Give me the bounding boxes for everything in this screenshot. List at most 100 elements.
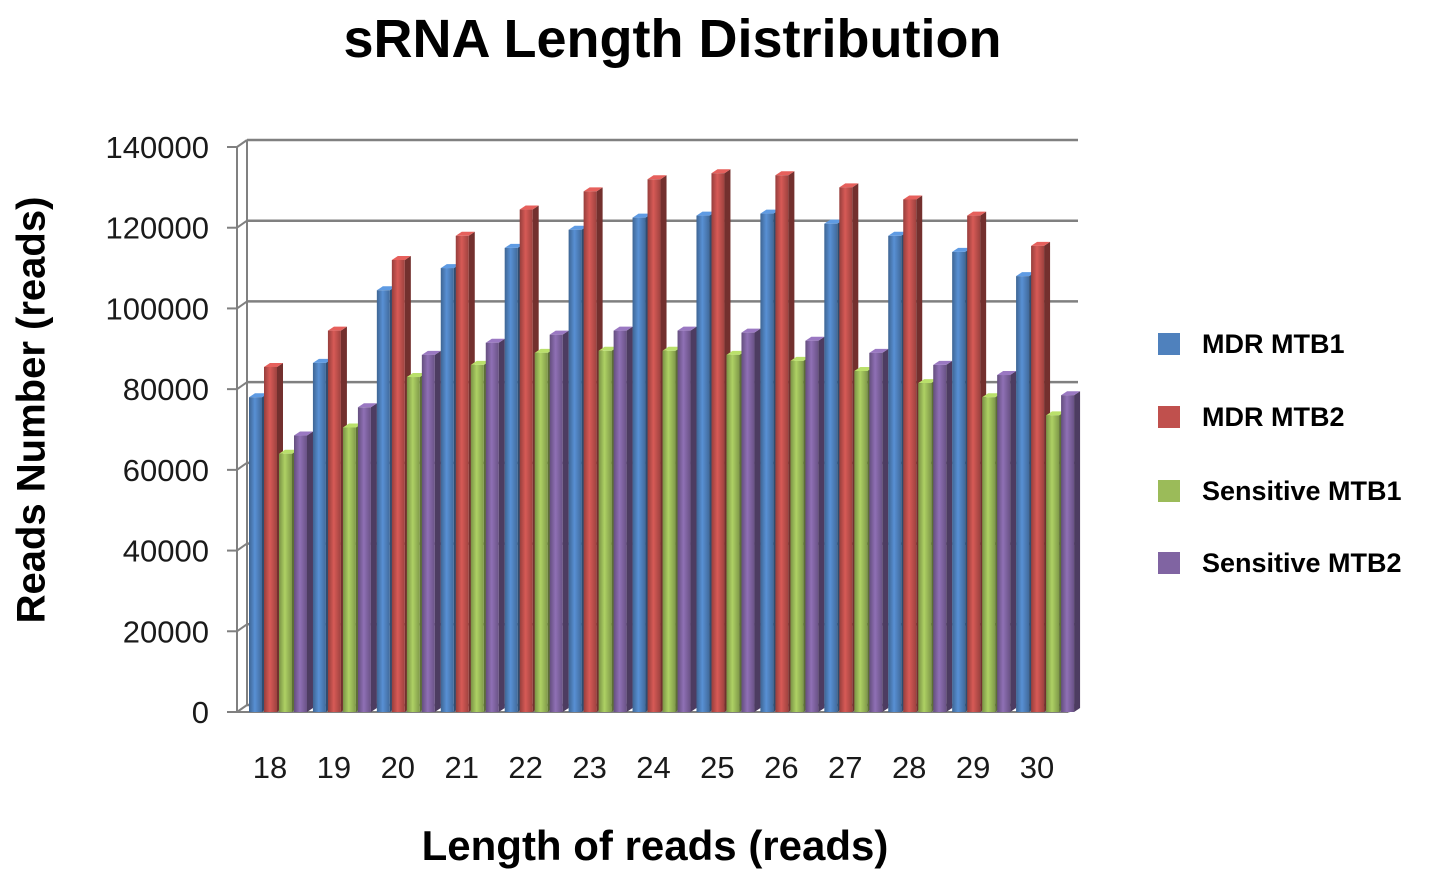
bar-side: [690, 326, 697, 712]
bar-top: [918, 379, 938, 384]
y-tick-label: 120000: [106, 211, 209, 246]
bar-side: [754, 328, 761, 712]
bar: [918, 383, 932, 712]
x-tick-label: 28: [892, 750, 926, 785]
legend-item-mdr-mtb1: MDR MTB1: [1158, 324, 1345, 364]
bar-top: [327, 326, 347, 331]
x-tick-label: 25: [700, 750, 734, 785]
bar: [982, 397, 996, 712]
bar-side: [370, 403, 377, 712]
bar: [997, 375, 1011, 712]
bar-top: [854, 366, 874, 371]
gridline-side: [236, 542, 248, 552]
bar: [583, 191, 597, 713]
bar-top: [967, 211, 987, 216]
bar: [406, 377, 420, 712]
bar: [888, 235, 902, 713]
bar: [790, 360, 804, 712]
y-tick-label: 100000: [106, 291, 209, 326]
bar: [568, 229, 582, 712]
bar-top: [933, 360, 953, 365]
bar-top: [421, 350, 441, 355]
bar: [677, 330, 691, 712]
y-tick-label: 20000: [123, 614, 209, 649]
bar-top: [696, 211, 716, 216]
x-tick-label: 22: [508, 750, 542, 785]
bar: [1046, 415, 1060, 712]
bar-top: [568, 225, 588, 230]
legend-swatch-sensitive-mtb1: [1158, 480, 1180, 502]
bar-top: [711, 169, 731, 174]
bar-top: [440, 264, 460, 269]
bar: [805, 340, 819, 712]
gridline-side: [236, 381, 248, 390]
bar-top: [376, 286, 396, 291]
bar-top: [598, 346, 618, 351]
bar: [294, 435, 307, 712]
bar: [440, 268, 454, 712]
bar-side: [307, 431, 313, 712]
gridline-side: [236, 139, 248, 148]
bar: [391, 260, 405, 712]
bar-top: [357, 403, 377, 408]
bar: [342, 427, 356, 712]
legend-swatch-mdr-mtb2: [1158, 406, 1180, 428]
bar: [1031, 245, 1045, 712]
bar: [839, 187, 853, 712]
bar-side: [946, 360, 953, 712]
bar-top: [1046, 411, 1066, 416]
x-tick-label: 24: [636, 750, 670, 785]
bar-top: [839, 183, 859, 188]
bar-top: [294, 431, 313, 436]
bar-top: [613, 326, 633, 331]
bar: [485, 342, 499, 712]
bar-top: [549, 330, 569, 335]
bar: [455, 235, 469, 713]
x-axis-title: Length of reads (reads): [421, 822, 889, 869]
y-tick-label: 60000: [123, 453, 209, 488]
bar: [933, 364, 947, 712]
bar-top: [1061, 391, 1081, 396]
bar: [421, 354, 435, 712]
bar-side: [818, 336, 825, 712]
bar-top: [1031, 241, 1051, 246]
bar: [726, 354, 740, 712]
x-tick-label: 29: [956, 750, 990, 785]
bar-top: [903, 195, 923, 200]
bar: [312, 362, 326, 712]
bar: [1016, 276, 1030, 712]
bar-side: [498, 338, 505, 712]
bar: [264, 366, 277, 712]
bar-top: [741, 328, 761, 333]
legend-item-mdr-mtb2: MDR MTB2: [1158, 397, 1345, 437]
x-tick-label: 30: [1020, 750, 1054, 785]
bar-top: [249, 393, 268, 398]
bar-top: [775, 171, 795, 176]
bar: [549, 334, 563, 712]
y-tick-label: 80000: [123, 372, 209, 407]
gridline-side: [236, 219, 248, 229]
x-tick-label: 19: [317, 750, 351, 785]
bar: [952, 251, 966, 712]
x-tick-label: 21: [444, 750, 478, 785]
x-tick-label: 20: [381, 750, 415, 785]
bar-top: [726, 350, 746, 355]
bar: [775, 175, 789, 712]
bar-side: [562, 330, 569, 712]
x-tick-label: 18: [253, 750, 287, 785]
bar: [869, 352, 883, 712]
bar: [1061, 395, 1075, 712]
x-tick-label: 26: [764, 750, 798, 785]
bar-top: [264, 362, 283, 367]
bar-top: [583, 187, 603, 192]
bar: [632, 217, 646, 712]
legend-label-sensitive-mtb1: Sensitive MTB1: [1202, 475, 1402, 506]
chart-title: sRNA Length Distribution: [343, 9, 1002, 69]
bar-side: [1010, 371, 1017, 712]
bar-top: [342, 423, 362, 428]
bar-top: [869, 348, 889, 353]
bar-top: [790, 356, 810, 361]
bar-top: [485, 338, 505, 343]
legend-swatch-sensitive-mtb2: [1158, 552, 1180, 574]
